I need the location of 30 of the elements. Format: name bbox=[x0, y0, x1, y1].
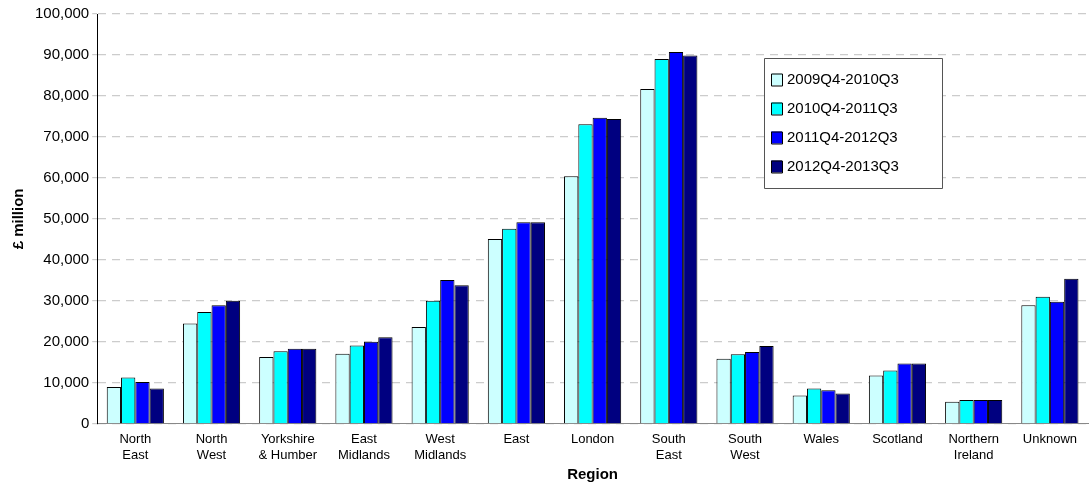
y-tick-label: 50,000 bbox=[43, 209, 90, 227]
x-tick-label: Wales bbox=[803, 431, 840, 447]
x-tick-label: South West bbox=[728, 431, 763, 462]
legend-label: 2010Q4-2011Q3 bbox=[787, 98, 898, 116]
legend-label: 2009Q4-2010Q3 bbox=[787, 69, 899, 87]
y-tick-label: 80,000 bbox=[43, 86, 90, 104]
legend-label: 2012Q4-2013Q3 bbox=[787, 156, 899, 174]
x-tick-label: Yorkshire & Humber bbox=[258, 431, 318, 462]
y-tick-label: 70,000 bbox=[43, 127, 90, 145]
legend-label: 2011Q4-2012Q3 bbox=[787, 127, 898, 145]
x-tick-label: Scotland bbox=[872, 431, 923, 447]
x-tick-label: London bbox=[570, 431, 615, 447]
x-tick-label: South East bbox=[651, 431, 686, 462]
y-tick-label: 90,000 bbox=[43, 45, 90, 63]
y-tick-label: 0 bbox=[80, 413, 90, 431]
x-tick-label: Unknown bbox=[1022, 431, 1077, 447]
x-tick-label: Northern Ireland bbox=[948, 431, 999, 462]
x-tick-label: West Midlands bbox=[414, 431, 467, 462]
y-tick-label: 30,000 bbox=[43, 291, 90, 308]
x-tick-label: East Midlands bbox=[337, 431, 391, 462]
y-tick-label: 60,000 bbox=[43, 168, 90, 186]
y-tick-label: 40,000 bbox=[43, 250, 90, 268]
x-tick-label: North East bbox=[119, 431, 152, 462]
y-tick-label: 100,000 bbox=[34, 4, 90, 22]
y-tick-label: 20,000 bbox=[43, 331, 90, 349]
y-axis-title: £ million bbox=[9, 188, 27, 250]
x-tick-label: East bbox=[503, 431, 530, 447]
x-tick-label: North West bbox=[195, 431, 228, 462]
y-tick-label: 10,000 bbox=[43, 372, 90, 390]
x-axis-title: Region bbox=[567, 465, 619, 483]
